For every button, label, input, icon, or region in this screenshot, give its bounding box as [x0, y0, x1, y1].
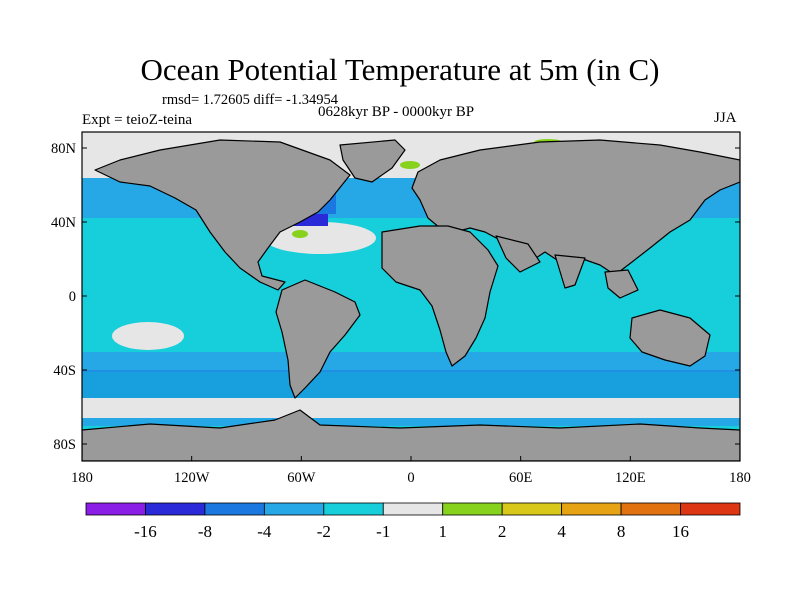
land-australia [629, 309, 711, 367]
colorbar [85, 502, 741, 516]
lat-tick-label: 80N [51, 141, 77, 157]
land-antarctica [82, 409, 740, 461]
colorbar-swatch [85, 502, 146, 516]
season-label: JJA [714, 110, 737, 126]
colorbar-label: -2 [317, 522, 331, 541]
patch-south-pacific-neutral [112, 322, 184, 350]
band-south-subtropical [82, 352, 740, 372]
colorbar-swatch [442, 502, 503, 516]
map-title: Ocean Potential Temperature at 5m (in C) [140, 52, 660, 87]
lat-tick-label: 80S [53, 437, 76, 453]
land-north-america [94, 139, 351, 291]
experiment-label: Expt = teioZ-teina [82, 112, 193, 128]
colorbar-swatch [263, 502, 325, 516]
lon-tick-label: 180 [71, 470, 93, 486]
land-greenland [339, 139, 406, 183]
lon-tick-label: 120W [174, 470, 210, 486]
colorbar-label: 8 [617, 522, 626, 541]
colorbar-swatch [561, 502, 622, 516]
colorbar-swatch [204, 502, 265, 516]
patch-green-arctic-2 [400, 161, 420, 169]
colorbar-swatch [620, 502, 681, 516]
land-india [554, 254, 586, 289]
colorbar-swatch [323, 502, 384, 516]
colorbar-swatch [382, 502, 444, 516]
land-south-america [275, 279, 361, 399]
colorbar-label: -8 [198, 522, 212, 541]
lon-tick-label: 120E [615, 470, 646, 486]
patch-north-atlantic-neutral [264, 222, 376, 254]
patch-green-atlantic [292, 230, 308, 238]
lat-tick-label: 0 [69, 289, 76, 305]
band-antarctic-blue [82, 418, 740, 426]
colorbar-swatch [501, 502, 563, 516]
lon-tick-label: 60W [287, 470, 316, 486]
colorbar-label: -4 [257, 522, 272, 541]
colorbar-label: -1 [376, 522, 390, 541]
colorbar-label: 4 [557, 522, 566, 541]
lat-tick-label: 40N [51, 215, 77, 231]
band-antarctic-neutral [82, 398, 740, 420]
colorbar-label: 1 [438, 522, 447, 541]
colorbar-label: 16 [672, 522, 689, 541]
lat-tick-label: 40S [53, 363, 76, 379]
land-arabia [495, 235, 541, 273]
lon-tick-label: 180 [729, 470, 751, 486]
axis-ticks: 180 120W 60W 0 60E 120E 180 80N 40N 0 40S 80S [51, 141, 751, 486]
band-southern-ocean [82, 370, 740, 400]
colorbar-label: -16 [134, 522, 157, 541]
land-africa [381, 225, 499, 367]
lon-tick-label: 0 [407, 470, 414, 486]
map-plot-area [82, 132, 740, 461]
land-southeast-asia [604, 269, 639, 299]
colorbar-swatch [145, 502, 206, 516]
colorbar-swatch [680, 502, 741, 516]
stats-label: rmsd= 1.72605 diff= -1.34954 [162, 92, 338, 108]
landmasses [82, 139, 740, 461]
period-label: 0628kyr BP - 0000kyr BP [318, 104, 475, 120]
colorbar-label: 2 [498, 522, 507, 541]
lon-tick-label: 60E [509, 470, 533, 486]
colorbar-labels: -16 -8 -4 -2 -1 1 2 4 8 16 [134, 522, 689, 541]
